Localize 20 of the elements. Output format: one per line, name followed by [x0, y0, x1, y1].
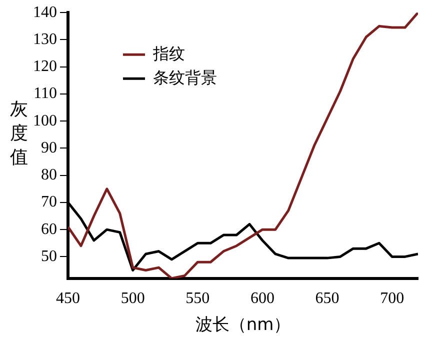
y-tick-label: 80 [41, 166, 57, 184]
x-tick-label: 700 [380, 290, 404, 308]
y-tick-label: 120 [33, 58, 57, 76]
y-tick-label: 70 [41, 194, 57, 211]
x-tick-label: 450 [56, 290, 80, 308]
x-tick-label: 500 [120, 290, 145, 308]
y-tick-label: 50 [41, 248, 57, 265]
y-tick-label: 90 [41, 139, 57, 156]
y-tick-label: 130 [33, 30, 57, 48]
y-tick-label: 100 [33, 112, 57, 130]
x-axis-title: 波长（nm） [195, 315, 291, 336]
y-tick-label: 110 [34, 85, 57, 102]
x-tick-label: 600 [250, 290, 274, 308]
legend-label: 指纹 [152, 44, 185, 63]
x-tick-label: 650 [315, 290, 340, 308]
y-axis-title: 灰度值 [9, 98, 29, 170]
legend-label: 条纹背景 [153, 68, 217, 87]
y-tick-label: 140 [33, 4, 57, 21]
y-tick-label: 60 [41, 220, 57, 238]
x-tick-label: 550 [186, 290, 210, 308]
